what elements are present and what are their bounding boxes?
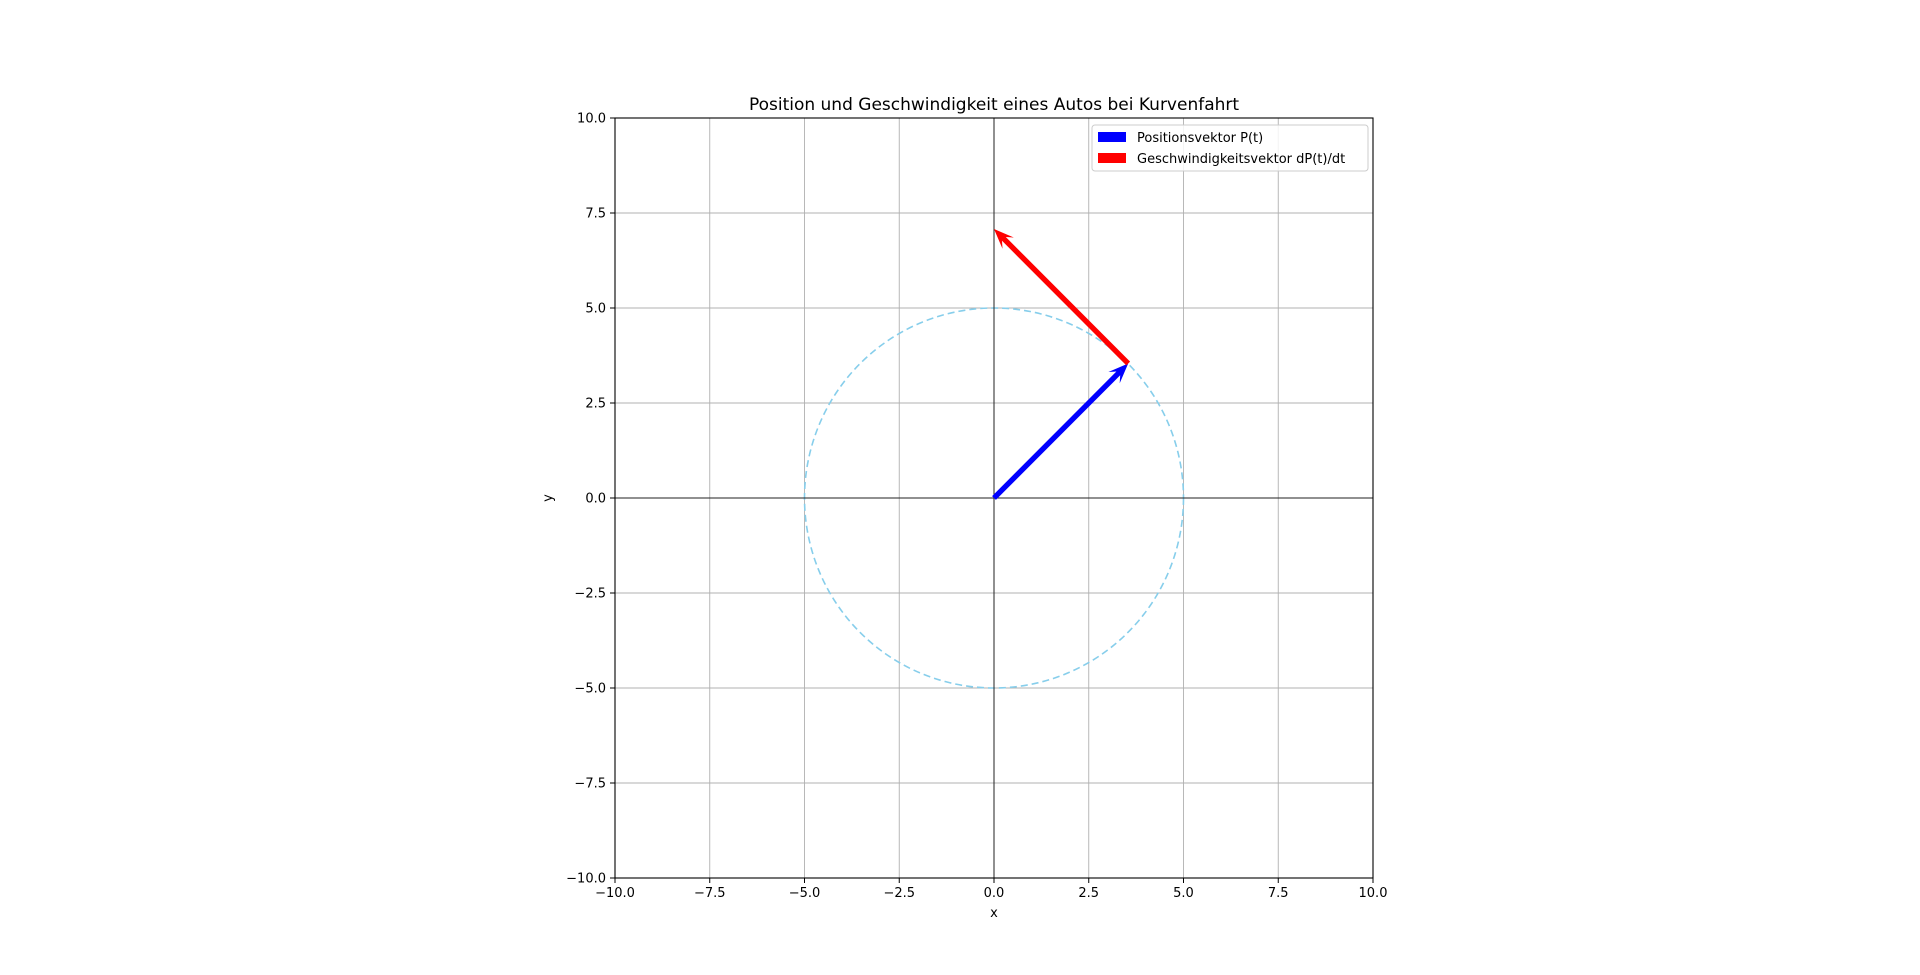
legend-swatch-velocity [1098,153,1126,163]
chart-title: Position und Geschwindigkeit eines Autos… [749,95,1239,115]
legend-label-position: Positionsvektor P(t) [1137,131,1263,146]
vector-layer [992,229,1131,500]
y-tick-label: −2.5 [574,587,606,602]
legend: Positionsvektor P(t) Geschwindigkeitsvek… [1091,124,1369,172]
x-axis-ticks: −10.0 −7.5 −5.0 −2.5 0.0 2.5 5.0 7.5 10.0 [595,878,1387,901]
y-axis-ticks: −10.0 −7.5 −5.0 −2.5 0.0 2.5 5.0 7.5 10.0 [566,112,615,887]
position-vector-arrow [992,363,1129,500]
x-tick-label: −2.5 [883,886,915,901]
legend-frame [1091,124,1369,172]
y-tick-label: 10.0 [577,112,606,127]
x-tick-label: −10.0 [595,886,635,901]
x-tick-label: 7.5 [1268,886,1289,901]
y-tick-label: 0.0 [585,492,606,507]
x-tick-label: 10.0 [1359,886,1388,901]
y-axis-label: y [541,494,556,502]
y-tick-label: −7.5 [574,777,606,792]
y-tick-label: 2.5 [585,397,606,412]
legend-swatch-position [1098,132,1126,142]
x-tick-label: 5.0 [1173,886,1194,901]
velocity-vector-arrow [994,229,1131,366]
x-tick-label: 0.0 [984,886,1005,901]
x-tick-label: −7.5 [694,886,726,901]
x-tick-label: −5.0 [789,886,821,901]
y-tick-label: 5.0 [585,302,606,317]
y-tick-label: −10.0 [566,872,606,887]
y-tick-label: 7.5 [585,207,606,222]
x-axis-label: x [990,906,998,921]
y-tick-label: −5.0 [574,682,606,697]
legend-label-velocity: Geschwindigkeitsvektor dP(t)/dt [1137,152,1345,167]
x-tick-label: 2.5 [1078,886,1099,901]
